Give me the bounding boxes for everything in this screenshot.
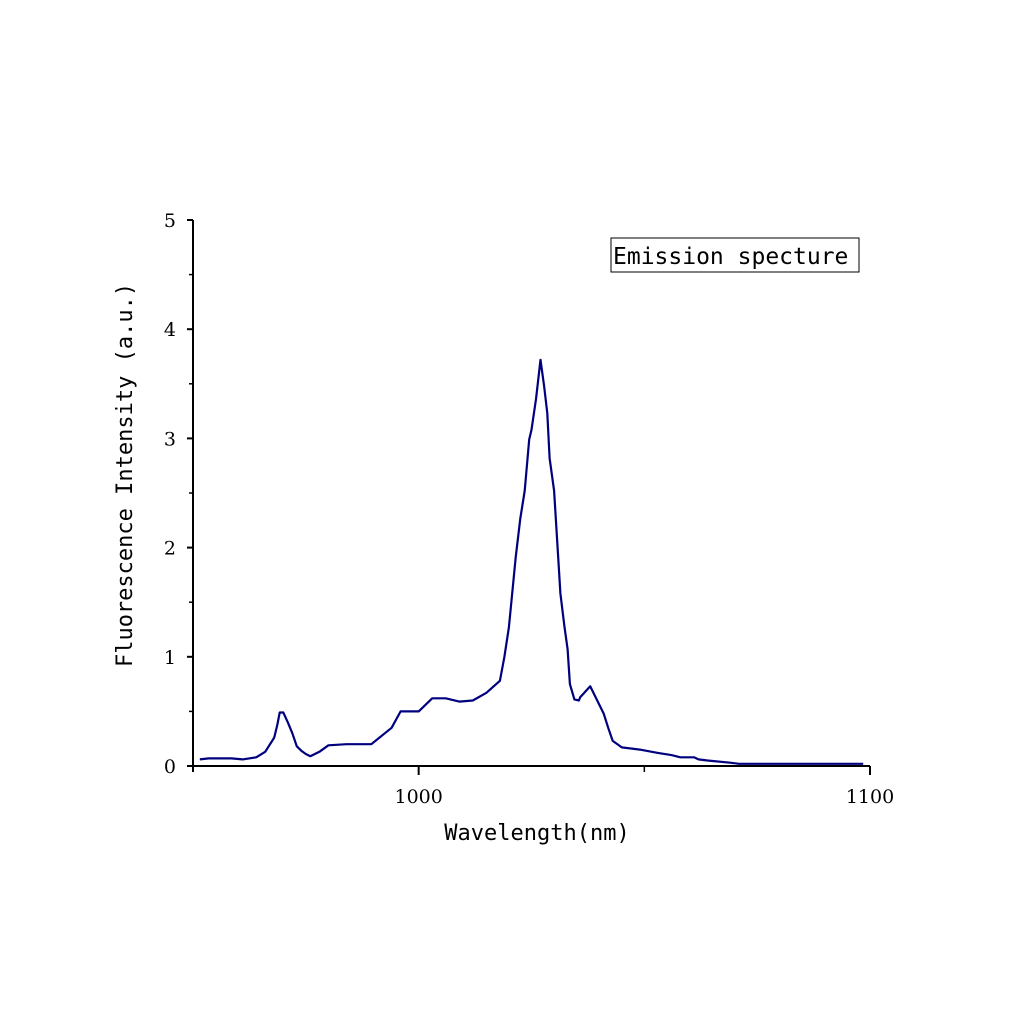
y-tick-label: 3 xyxy=(164,428,176,450)
y-tick-label: 4 xyxy=(164,319,176,341)
y-tick-label: 1 xyxy=(164,647,176,669)
y-axis-title: Fluorescence Intensity (a.u.) xyxy=(113,283,138,667)
x-tick-label: 1100 xyxy=(846,786,894,808)
axes xyxy=(192,220,870,772)
legend-text: Emission specture xyxy=(613,244,848,270)
axis-ticks xyxy=(187,219,871,775)
x-tick-label: 1000 xyxy=(394,786,442,808)
y-tick-label: 0 xyxy=(164,756,176,778)
legend: Emission specture xyxy=(610,237,860,273)
tick-labels: 0 1 2 3 4 5 1000 1100 xyxy=(164,210,894,808)
x-axis-title: Wavelength(nm) xyxy=(444,821,629,846)
series-group xyxy=(199,358,864,765)
legend-box xyxy=(610,237,860,273)
y-tick-label: 2 xyxy=(164,538,176,560)
y-tick-label: 5 xyxy=(164,210,176,232)
emission-spectrum-line xyxy=(199,358,864,765)
